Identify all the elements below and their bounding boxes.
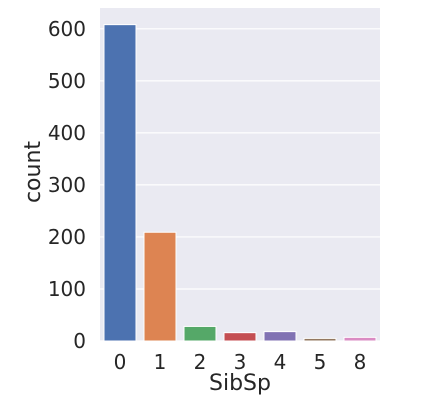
bar (223, 332, 257, 342)
bar (143, 231, 177, 342)
bars (103, 24, 377, 342)
bar (303, 337, 337, 342)
x-tick-label: 8 (354, 350, 367, 374)
y-tick-label: 0 (73, 329, 86, 353)
y-tick-label: 100 (48, 277, 86, 301)
x-tick-label: 5 (314, 350, 327, 374)
plot-area (100, 8, 380, 341)
bar (183, 325, 217, 342)
x-axis-label: SibSp (209, 371, 271, 396)
y-tick-label: 400 (48, 121, 86, 145)
y-tick-label: 200 (48, 225, 86, 249)
y-tick-label: 500 (48, 69, 86, 93)
bar (263, 331, 297, 342)
bar (103, 24, 137, 342)
x-tick-labels: 0 1 2 3 4 5 8 (114, 350, 367, 374)
y-tick-label: 300 (48, 173, 86, 197)
x-tick-label: 4 (274, 350, 287, 374)
y-tick-label: 600 (48, 17, 86, 41)
x-tick-label: 1 (154, 350, 167, 374)
bar (343, 336, 377, 342)
y-axis-label: count (21, 141, 46, 203)
x-tick-label: 0 (114, 350, 127, 374)
x-tick-label: 2 (194, 350, 207, 374)
y-tick-labels: 0 100 200 300 400 500 600 (48, 17, 86, 353)
x-tick-label: 3 (234, 350, 247, 374)
